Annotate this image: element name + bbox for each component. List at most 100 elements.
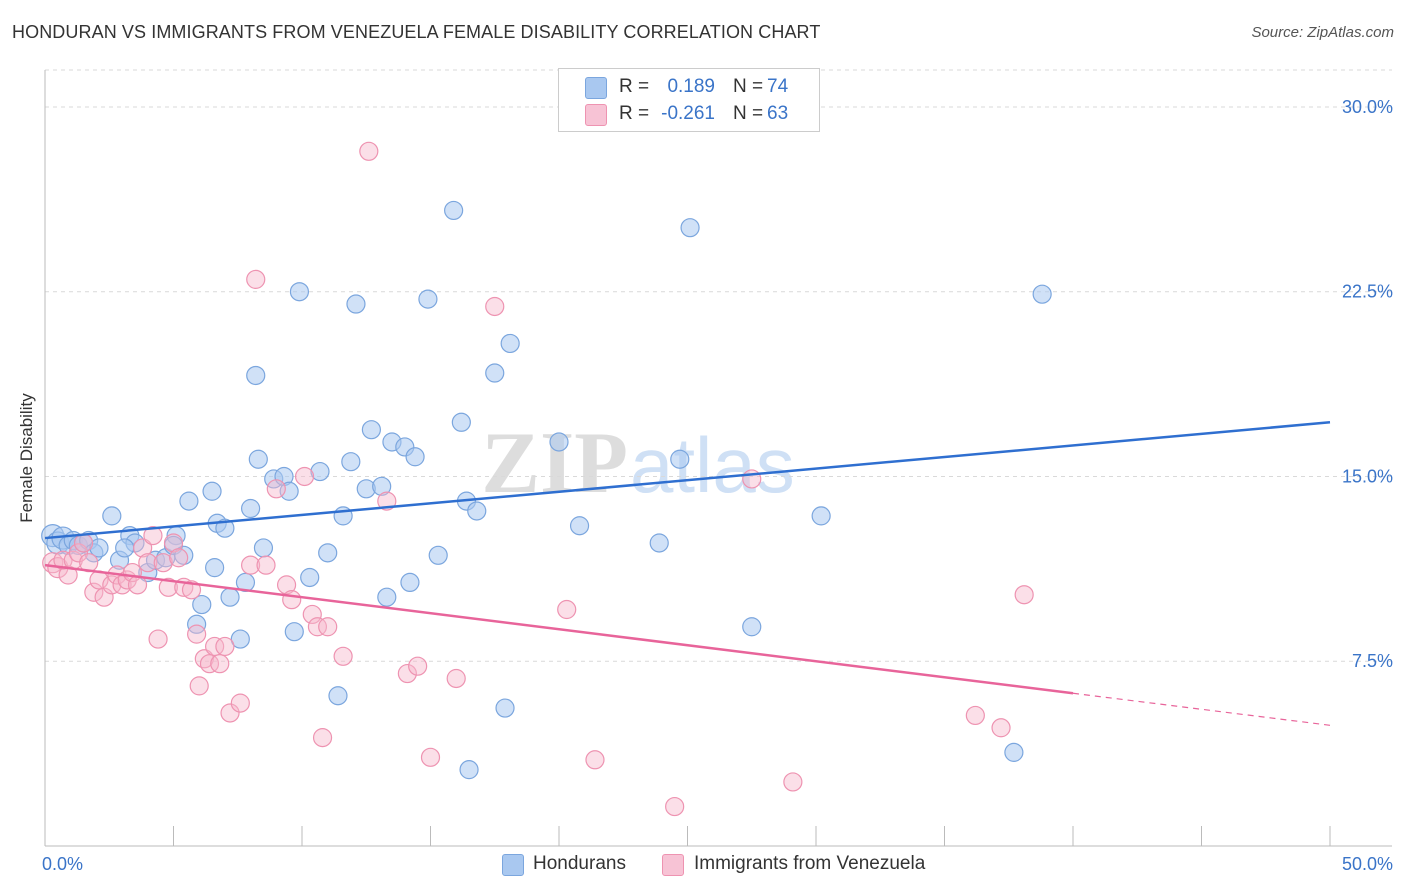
venezuela-point: [163, 533, 184, 553]
hondurans-point: [115, 538, 135, 558]
hondurans-point: [192, 594, 212, 615]
venezuela-point: [312, 728, 333, 748]
hondurans-points: [41, 200, 1052, 780]
venezuela-point: [220, 703, 240, 723]
r-value: -0.261: [661, 103, 715, 124]
venezuela-point: [84, 582, 104, 602]
hondurans-point: [670, 449, 690, 469]
y-tick-label: 7.5%: [1352, 651, 1393, 671]
hondurans-point: [400, 572, 420, 593]
hondurans-point: [310, 461, 330, 482]
venezuela-point: [359, 141, 379, 161]
hondurans-point: [341, 452, 361, 472]
venezuela-point: [133, 538, 153, 558]
y-tick-label: 30.0%: [1342, 97, 1393, 117]
n-value: 74: [767, 76, 789, 97]
hondurans-point: [405, 447, 425, 467]
hondurans-point: [649, 533, 669, 553]
hondurans-point: [300, 567, 320, 588]
source-label: Source: ZipAtlas.com: [1251, 24, 1394, 41]
hondurans-point: [569, 516, 590, 536]
r-value: 0.189: [667, 76, 715, 97]
legend-row-hondurans: R = 0.189 N = 74: [559, 74, 819, 100]
hondurans-point: [459, 760, 479, 780]
venezuela-point: [189, 676, 209, 696]
series-legend: Hondurans Immigrants from Venezuela: [0, 852, 1406, 878]
venezuela-point: [1014, 585, 1034, 605]
hondurans-point: [328, 686, 348, 706]
r-label: R =: [619, 103, 650, 124]
venezuela-point: [397, 663, 417, 684]
hondurans-point: [220, 587, 240, 607]
hondurans-point: [346, 294, 366, 314]
venezuela-point: [230, 693, 250, 713]
venezuela-point: [307, 617, 328, 637]
legend-swatch-venezuela: [662, 854, 684, 876]
chart-title: HONDURAN VS IMMIGRANTS FROM VENEZUELA FE…: [12, 22, 821, 42]
hondurans-point: [1004, 742, 1024, 762]
venezuela-point: [205, 636, 225, 657]
n-label: N =: [733, 103, 764, 124]
hondurans-point: [89, 538, 109, 558]
venezuela-point: [143, 525, 163, 546]
hondurans-point: [680, 218, 700, 238]
hondurans-point: [361, 420, 381, 440]
hondurans-point: [467, 501, 487, 521]
venezuela-trend-line: [44, 563, 1074, 695]
venezuela-point: [210, 654, 230, 674]
venezuela-point: [256, 555, 276, 575]
correlation-legend: R = 0.189 N = 74 R = -0.261 N = 63: [558, 68, 820, 132]
hondurans-point: [485, 363, 505, 383]
hondurans-point: [742, 617, 762, 637]
hondurans-point: [418, 289, 438, 309]
venezuela-point: [215, 636, 235, 657]
legend-row-venezuela: R = -0.261 N = 63: [559, 101, 819, 127]
y-tick-label: 15.0%: [1342, 466, 1393, 486]
hondurans-point: [549, 432, 569, 452]
hondurans-point: [187, 614, 207, 634]
hondurans-point: [289, 282, 310, 302]
venezuela-point: [485, 296, 505, 317]
hondurans-point: [1032, 284, 1052, 304]
venezuela-point: [266, 479, 286, 499]
venezuela-point: [187, 624, 207, 644]
tick-labels: 7.5% 15.0% 22.5% 30.0% 0.0% 50.0%: [42, 97, 1393, 874]
venezuela-point: [557, 599, 577, 620]
hondurans-trend-line: [44, 421, 1331, 540]
venezuela-point: [783, 772, 803, 792]
venezuela-point: [102, 575, 122, 595]
venezuela-point: [294, 466, 315, 487]
venezuela-point: [282, 590, 302, 610]
hondurans-point: [495, 698, 515, 718]
n-value: 63: [767, 103, 789, 124]
hondurans-point: [372, 476, 392, 496]
venezuela-point: [148, 629, 168, 649]
venezuela-point: [246, 269, 266, 289]
legend-swatch-blue: [585, 77, 607, 99]
hondurans-point: [284, 622, 304, 642]
legend-swatch-pink: [585, 104, 607, 126]
hondurans-point: [428, 545, 448, 565]
hondurans-point: [174, 545, 194, 565]
venezuela-point: [408, 656, 428, 676]
venezuela-point: [169, 548, 189, 568]
venezuela-point: [446, 668, 466, 689]
venezuela-point: [991, 718, 1011, 738]
legend-swatch-hondurans: [502, 854, 524, 876]
venezuela-point: [276, 575, 297, 595]
venezuela-point: [318, 617, 338, 637]
hondurans-point: [102, 506, 122, 526]
hondurans-point: [248, 449, 268, 469]
hondurans-point: [241, 498, 261, 519]
r-label: R =: [619, 76, 650, 97]
hondurans-point: [230, 629, 250, 649]
hondurans-point: [235, 572, 256, 593]
hondurans-point: [253, 538, 274, 558]
hondurans-point: [215, 518, 235, 538]
legend-label-venezuela: Immigrants from Venezuela: [694, 853, 926, 874]
y-axis-label: Female Disability: [17, 393, 36, 523]
venezuela-point: [153, 553, 173, 573]
axes: [44, 70, 1392, 847]
hondurans-point: [500, 333, 520, 354]
